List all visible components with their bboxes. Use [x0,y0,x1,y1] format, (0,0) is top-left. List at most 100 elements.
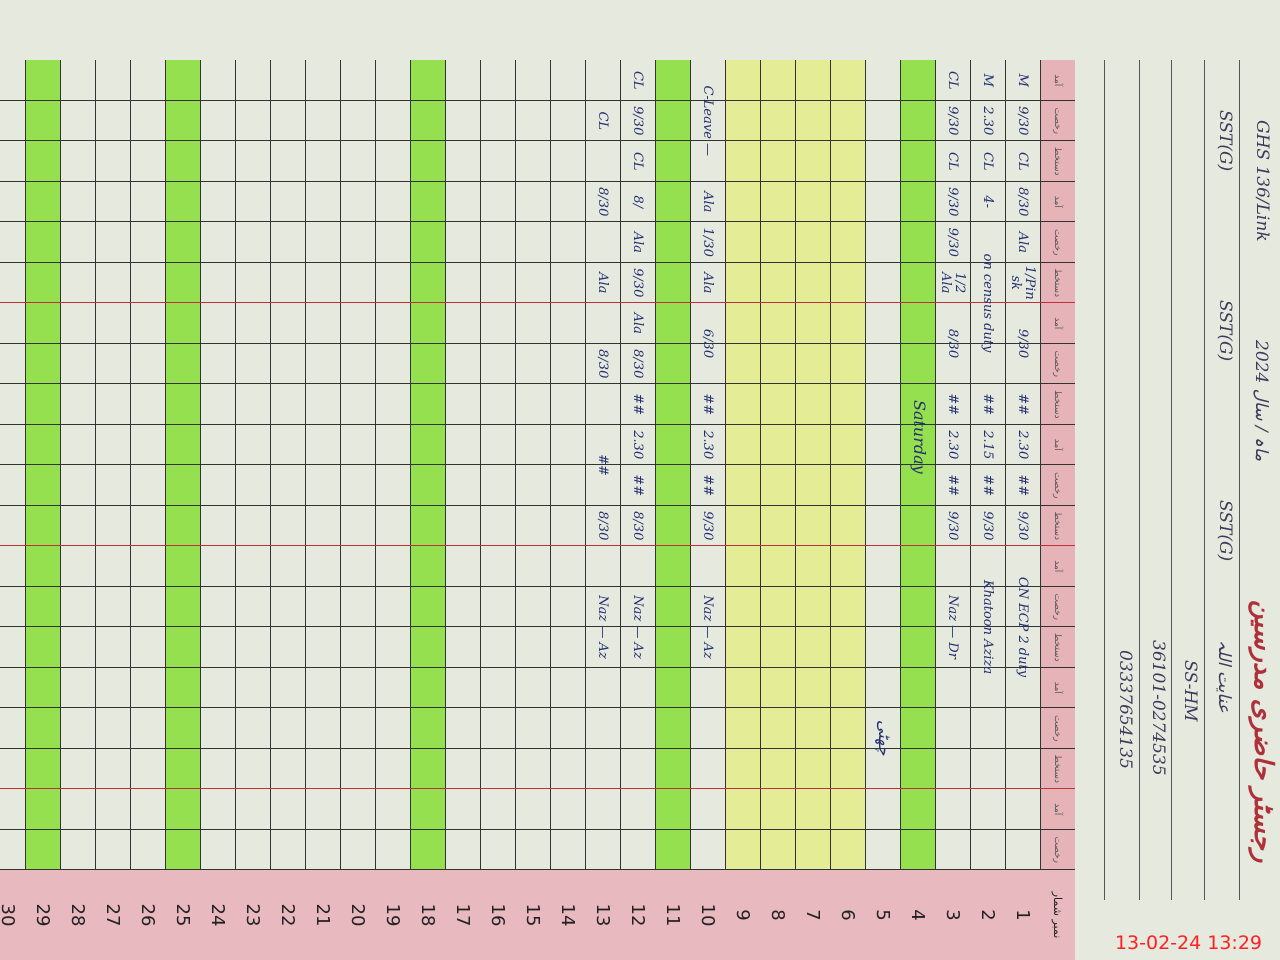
register-cell-text: Ala [595,272,611,294]
register-cell [340,181,375,222]
register-cell [0,505,25,546]
register-cell [480,748,515,789]
register-cell [725,343,760,384]
register-cell-text [585,789,620,830]
register-cell [305,262,340,303]
register-cell-text [1005,830,1040,871]
register-cell [760,627,795,668]
register-cell [795,789,830,830]
register-cell-text: 8/30 [630,349,646,379]
row-number: 24 [200,870,235,960]
register-cell [270,100,305,141]
register-cell [130,546,165,587]
register-cell [200,667,235,708]
register-cell [60,141,95,182]
register-cell [200,829,235,870]
register-cell [655,262,690,303]
register-cell [25,384,60,425]
designation-2: SST(G) [1215,300,1235,362]
table-row: 28 [60,60,95,960]
register-cell [445,546,480,587]
row-number: 11 [655,870,690,960]
register-cell [655,100,690,141]
register-cell [375,505,410,546]
register-cell [550,303,585,344]
register-cell-text [585,830,620,871]
table-row: 4 [900,60,935,960]
register-cell [200,343,235,384]
register-cell [445,829,480,870]
register-cell [95,546,130,587]
register-cell-text: Ala [700,272,716,294]
register-cell [25,667,60,708]
register-cell-text: CL [630,151,646,171]
register-cell [60,222,95,263]
row-number: 7 [795,870,830,960]
register-cell [305,789,340,830]
table-row: 5 [865,60,900,960]
register-cell [410,343,445,384]
table-row: 25 [165,60,200,960]
register-cell [865,141,900,182]
register-cell [410,546,445,587]
register-cell [375,465,410,506]
register-cell-text: 9/30 [630,268,646,298]
register-cell-text: 4- [980,195,996,209]
register-cell [830,424,865,465]
register-cell [900,586,935,627]
register-cell [165,424,200,465]
register-cell-text: رخصت [1052,350,1063,378]
register-cell [165,708,200,749]
register-cell-text: ## [980,393,996,416]
register-cell [725,627,760,668]
register-cell [375,708,410,749]
register-cell [760,60,795,101]
register-cell [305,181,340,222]
register-cell [655,829,690,870]
register-cell [655,748,690,789]
register-cell-text [690,749,725,790]
register-cell [305,141,340,182]
register-cell [445,789,480,830]
register-cell [515,100,550,141]
register-cell [375,262,410,303]
register-cell [445,222,480,263]
register-cell [60,829,95,870]
register-cell-text: 9/30 [945,227,961,257]
register-cell [410,181,445,222]
register-cell [340,627,375,668]
register-cell-text: CL [595,111,611,131]
register-cell [340,829,375,870]
register-cell [95,748,130,789]
register-cell [480,60,515,101]
register-cell [445,748,480,789]
row-number: 14 [550,870,585,960]
register-cell [0,262,25,303]
row-number: 13 [585,870,620,960]
register-cell-text [970,708,1005,749]
register-cell [550,667,585,708]
register-cell [270,505,305,546]
register-cell-text: 9/30 [945,187,961,217]
register-cell [25,343,60,384]
register-cell [95,100,130,141]
register-cell [95,465,130,506]
register-cell [655,586,690,627]
register-cell [830,627,865,668]
register-cell [270,789,305,830]
register-cell-text: دستخط [1052,754,1063,784]
register-cell [130,627,165,668]
register-cell [200,181,235,222]
register-cell [445,667,480,708]
register-cell-text: ## [630,393,646,416]
register-cell [550,465,585,506]
register-cell [795,262,830,303]
table-row: 21 [305,60,340,960]
register-cell-text: Ala [1015,231,1031,253]
table-row: 22 [270,60,305,960]
register-cell [270,222,305,263]
register-cell [270,384,305,425]
register-cell [795,546,830,587]
register-cell-text [970,627,1005,668]
register-cell [130,424,165,465]
